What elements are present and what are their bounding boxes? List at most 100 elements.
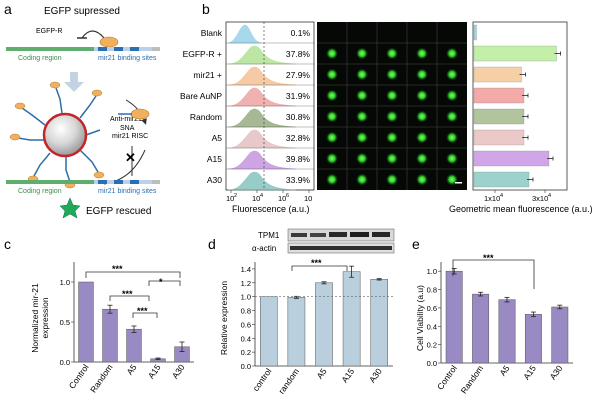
bar: [315, 282, 333, 367]
risc-icon: [99, 36, 119, 48]
y-tick-label: 0.4: [241, 334, 251, 343]
histogram-curve: [227, 171, 297, 191]
category-label: A15: [521, 363, 538, 381]
microscopy-cells: [317, 22, 467, 190]
bar-tick-1-exp: 4: [500, 193, 503, 199]
bar: [445, 270, 463, 364]
down-arrow-icon: [64, 72, 84, 92]
percent-label: 39.8%: [286, 154, 311, 164]
panel-c: c Normalized mir-21 expression 0.0 0.5 1.0…: [4, 236, 194, 394]
western-blot: [287, 228, 395, 254]
cell-spot: [446, 47, 458, 60]
sample-label: A30: [207, 175, 222, 185]
cell-spot: [446, 68, 458, 81]
y-tick-label: 1.0: [60, 278, 70, 287]
histogram-curve: [227, 108, 297, 128]
cell-spot: [386, 110, 398, 123]
percent-label: 27.9%: [286, 70, 311, 80]
c-sig-4: ***: [137, 306, 148, 316]
percent-label: 37.8%: [286, 49, 311, 59]
cell-spot: [386, 47, 398, 60]
cell-spot: [386, 152, 398, 165]
category-label: control: [251, 366, 274, 393]
percent-label: 30.8%: [286, 112, 311, 122]
bar: [498, 299, 516, 364]
blot-label-tpm1: TPM1: [258, 231, 280, 240]
egfp-rescued-label: EGFP rescued: [86, 206, 151, 217]
category-label: Random: [459, 363, 486, 395]
category-label: A5: [314, 366, 328, 380]
y-tick-label: 1.0: [241, 293, 251, 302]
cell-spot: [326, 131, 338, 144]
c-sig-1: ***: [112, 264, 123, 274]
cell-spot: [356, 68, 368, 81]
y-tick-label: 0.8: [427, 286, 437, 295]
d-ylabel: Relative expression: [219, 281, 229, 355]
sample-label: Bare AuNP: [180, 91, 222, 101]
hist-tick-exp: 6: [286, 193, 289, 199]
cell-spot: [446, 89, 458, 102]
histogram-curve: [227, 66, 297, 86]
y-tick-label: 0.4: [427, 322, 437, 331]
y-tick-label: 0.2: [427, 341, 437, 350]
category-label: Control: [67, 362, 91, 390]
cell-spot: [326, 68, 338, 81]
cell-spot: [386, 68, 398, 81]
d-bar-chart: 0.0 0.2 0.4 0.6 0.8 1.0 1.2 1.4 control random A5 A…: [241, 262, 393, 396]
y-tick-label: 1.0: [427, 267, 437, 276]
category-label: A30: [367, 366, 384, 384]
bar: [126, 328, 142, 363]
panel-label-a: a: [4, 1, 12, 17]
cell-spot: [446, 173, 458, 186]
y-tick-label: 1.2: [241, 279, 251, 288]
y-tick-label: 0.0: [241, 362, 251, 371]
bar-tick-2-exp: 4: [548, 193, 551, 199]
category-label: A30: [170, 362, 187, 380]
y-tick-label: 0.0: [427, 359, 437, 368]
bar: [259, 296, 278, 367]
histogram-x-ticks: 10 2 10 4 10 6 10: [226, 190, 312, 203]
egfp-star-icon: [59, 197, 81, 219]
category-label: A30: [548, 363, 565, 381]
mean-fluor-bar: [473, 45, 557, 62]
panel-label-d: d: [208, 236, 216, 252]
binding-sites-label-bottom: mir21 binding sites: [98, 188, 157, 195]
cell-spot: [326, 152, 338, 165]
risc-free-icon: [130, 108, 150, 120]
category-label: A5: [124, 362, 138, 376]
mir21-risc-label: mir21 RISC: [112, 133, 148, 140]
panel-d: d TPM1 α-actin Relative expression 0.00.…: [208, 228, 395, 396]
cell-spot: [416, 173, 428, 186]
d-sig: ***: [311, 258, 322, 268]
sample-label: EGFP-R +: [183, 49, 222, 59]
mean-fluor-bar: [473, 129, 525, 146]
percent-labels: 0.1% 37.8% 27.9% 31.9% 30.8% 32.8% 39.8% 33.9%: [286, 28, 311, 185]
scale-bar: [455, 182, 462, 184]
cell-spot: [446, 110, 458, 123]
coding-region-label-top: Coding region: [18, 55, 62, 62]
c-significance: [85, 271, 181, 318]
d-sig-bracket: [291, 265, 348, 271]
coding-region-bar-bottom: [6, 180, 94, 184]
mean-fluor-bars: [473, 24, 561, 188]
c-ylabel-1: Normalized mir-21: [30, 283, 40, 353]
mean-fluor-bar: [473, 66, 522, 83]
category-label: A15: [339, 366, 356, 384]
bar: [287, 297, 306, 367]
histogram-curve: [227, 150, 297, 170]
cell-spot: [386, 173, 398, 186]
y-tick-label: 0.0: [60, 358, 70, 367]
sna-label: SNA: [120, 125, 135, 132]
coding-region-bar-top: [6, 47, 94, 51]
panel-label-e: e: [412, 236, 420, 252]
bar: [524, 314, 542, 364]
panel-label-c: c: [4, 236, 11, 252]
egfp-suppressed-label: EGFP supressed: [44, 6, 120, 17]
cell-spot: [416, 89, 428, 102]
panel-b: b Blank EGFP-R + mir21 + Bare AuNP Random A5 A…: [180, 1, 593, 214]
cell-spot: [386, 131, 398, 144]
hist-tick-label: 10: [252, 194, 260, 203]
category-label: Control: [435, 363, 459, 391]
mean-fluor-bar: [473, 171, 530, 188]
mean-fluor-bar: [473, 108, 525, 125]
